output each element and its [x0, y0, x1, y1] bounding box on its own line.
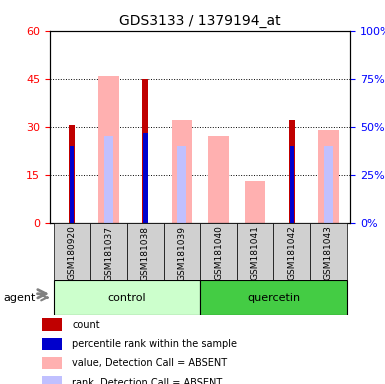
Text: GSM181038: GSM181038 — [141, 225, 150, 281]
Bar — [290, 146, 294, 223]
Bar — [288, 120, 295, 223]
Text: percentile rank within the sample: percentile rank within the sample — [72, 339, 238, 349]
Text: GSM181037: GSM181037 — [104, 225, 113, 281]
Text: GSM180920: GSM180920 — [67, 225, 77, 280]
FancyBboxPatch shape — [200, 280, 346, 315]
Text: GSM181039: GSM181039 — [177, 225, 186, 281]
Text: rank, Detection Call = ABSENT: rank, Detection Call = ABSENT — [72, 377, 223, 384]
FancyBboxPatch shape — [200, 223, 237, 280]
FancyBboxPatch shape — [310, 223, 346, 280]
Text: control: control — [108, 293, 146, 303]
Bar — [42, 338, 62, 350]
Text: GSM181040: GSM181040 — [214, 225, 223, 280]
FancyBboxPatch shape — [90, 223, 127, 280]
Bar — [318, 130, 339, 223]
Bar — [69, 125, 75, 223]
Text: value, Detection Call = ABSENT: value, Detection Call = ABSENT — [72, 358, 228, 368]
Text: agent: agent — [4, 293, 36, 303]
Bar — [143, 133, 147, 223]
Bar — [104, 136, 113, 223]
Text: GSM181041: GSM181041 — [251, 225, 259, 280]
FancyBboxPatch shape — [273, 223, 310, 280]
FancyBboxPatch shape — [127, 223, 164, 280]
Bar — [208, 136, 229, 223]
Title: GDS3133 / 1379194_at: GDS3133 / 1379194_at — [119, 14, 281, 28]
Text: count: count — [72, 319, 100, 329]
Bar — [99, 76, 119, 223]
Bar — [42, 318, 62, 331]
Bar — [324, 146, 333, 223]
Bar — [245, 181, 265, 223]
Text: GSM181042: GSM181042 — [287, 225, 296, 280]
Text: GSM181043: GSM181043 — [324, 225, 333, 280]
Bar — [42, 376, 62, 384]
Bar — [70, 146, 74, 223]
FancyBboxPatch shape — [54, 223, 90, 280]
FancyBboxPatch shape — [164, 223, 200, 280]
FancyBboxPatch shape — [54, 280, 200, 315]
FancyBboxPatch shape — [237, 223, 273, 280]
Text: quercetin: quercetin — [247, 293, 300, 303]
Bar — [177, 146, 186, 223]
Bar — [172, 120, 192, 223]
Bar — [42, 357, 62, 369]
Bar — [142, 79, 149, 223]
